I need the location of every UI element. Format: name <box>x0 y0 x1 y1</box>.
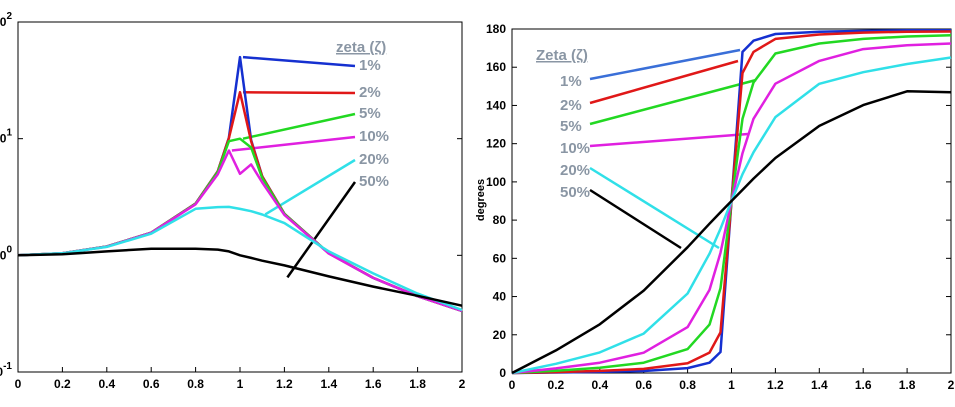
magnitude-legend-label-20: 20% <box>359 151 389 168</box>
magnitude-legend-label-1: 1% <box>359 57 381 74</box>
phase-y-tick-label: 80 <box>493 213 507 227</box>
magnitude-y-tick-label: 10-1 <box>0 361 12 379</box>
phase-x-tick-label: 0 <box>509 378 516 392</box>
phase-chart: 0 20 40 60 80 100 120 140 160 180 0 0.2 0.4 0.6 0.8 1 1… <box>475 22 955 392</box>
phase-x-tick-label: 0.8 <box>679 378 696 392</box>
phase-y-tick-label: 0 <box>499 366 506 380</box>
phase-y-tick-label: 160 <box>486 60 506 74</box>
phase-x-ticks: 0 0.2 0.4 0.6 0.8 1 1.2 1.4 1.6 1.8 2 <box>509 368 955 392</box>
phase-legend-label-10: 10% <box>560 140 590 157</box>
magnitude-legend-label-50: 50% <box>359 173 389 190</box>
phase-x-tick-label: 1.2 <box>767 378 784 392</box>
magnitude-y-tick-label: 100 <box>0 244 12 262</box>
phase-y-axis-label: degrees <box>475 179 487 221</box>
phase-legend-title: Zeta (ζ) <box>536 47 588 64</box>
phase-y-tick-label: 180 <box>486 22 506 36</box>
magnitude-x-tick-label: 0 <box>15 377 22 391</box>
magnitude-x-tick-label: 0.4 <box>98 377 115 391</box>
phase-y-tick-label: 60 <box>493 251 507 265</box>
magnitude-y-tick-base: 10 <box>0 132 7 146</box>
magnitude-x-tick-label: 1 <box>237 377 244 391</box>
phase-legend-label-2: 2% <box>560 97 582 114</box>
magnitude-x-tick-label: 2 <box>459 377 466 391</box>
magnitude-legend-label-2: 2% <box>359 84 381 101</box>
phase-legend-label-20: 20% <box>560 162 590 179</box>
magnitude-legend-leader-5 <box>242 112 356 140</box>
magnitude-y-tick-base: 10 <box>0 15 7 29</box>
phase-x-tick-label: 1.6 <box>855 378 872 392</box>
magnitude-x-tick-label: 0.2 <box>54 377 71 391</box>
magnitude-x-tick-label: 1.6 <box>365 377 382 391</box>
magnitude-legend-leader-2 <box>242 90 356 95</box>
phase-legend-leader-2 <box>589 59 739 105</box>
magnitude-x-tick-label: 0.6 <box>143 377 160 391</box>
phase-legend-leader-50 <box>589 188 682 250</box>
phase-y-ticks: 0 20 40 60 80 100 120 140 160 180 <box>486 22 951 380</box>
magnitude-x-ticks: 0 0.2 0.4 0.6 0.8 1 1.2 1.4 1.6 1.8 2 <box>15 367 466 391</box>
magnitude-x-tick-label: 0.8 <box>187 377 204 391</box>
magnitude-y-tick-label: 101 <box>0 128 12 146</box>
magnitude-y-tick-label: 102 <box>0 11 12 29</box>
phase-legend-leader-5 <box>589 78 757 126</box>
phase-legend: 1% 2% 5% 10% 20% 50% <box>560 73 590 201</box>
magnitude-legend-label-10: 10% <box>359 128 389 145</box>
magnitude-y-tick-exponent: 1 <box>6 128 12 139</box>
phase-y-tick-label: 140 <box>486 98 506 112</box>
phase-legend-leader-10 <box>589 132 749 148</box>
magnitude-series-lines <box>17 55 463 313</box>
phase-y-tick-label: 40 <box>493 290 507 304</box>
phase-legend-label-5: 5% <box>560 118 582 135</box>
phase-x-tick-label: 0.4 <box>591 378 608 392</box>
phase-y-tick-label: 100 <box>486 175 506 189</box>
magnitude-legend-leader-50 <box>286 181 357 279</box>
phase-x-tick-label: 1 <box>728 378 735 392</box>
magnitude-series-50 <box>17 247 463 307</box>
magnitude-legend-title: zeta (ζ) <box>336 39 386 56</box>
magnitude-y-tick-exponent: 0 <box>6 244 12 255</box>
magnitude-y-tick-base: 10 <box>0 248 7 262</box>
magnitude-legend: 1% 2% 5% 10% 20% 50% <box>359 57 389 190</box>
magnitude-series-20 <box>17 205 463 312</box>
magnitude-x-tick-label: 1.8 <box>409 377 426 391</box>
phase-x-tick-label: 2 <box>948 378 955 392</box>
phase-y-tick-label: 120 <box>486 137 506 151</box>
magnitude-y-ticks: 10-1100101102 <box>0 11 462 379</box>
magnitude-legend-leader-1 <box>242 55 356 68</box>
magnitude-plot-frame <box>17 21 463 373</box>
phase-legend-leaders <box>589 48 757 250</box>
phase-x-tick-label: 1.4 <box>811 378 828 392</box>
phase-legend-leader-1 <box>589 48 741 81</box>
phase-y-tick-label: 20 <box>493 328 507 342</box>
magnitude-x-tick-label: 1.4 <box>320 377 337 391</box>
phase-x-tick-label: 0.6 <box>635 378 652 392</box>
phase-x-tick-label: 0.2 <box>548 378 565 392</box>
phase-series-lines <box>511 29 952 375</box>
magnitude-y-tick-exponent: -1 <box>3 361 12 372</box>
magnitude-chart: 10-1100101102 00.20.40.60.811.21.41.61.8… <box>0 11 466 391</box>
magnitude-y-tick-base: 10 <box>0 365 3 379</box>
magnitude-y-tick-exponent: 2 <box>6 11 12 22</box>
phase-legend-label-50: 50% <box>560 184 590 201</box>
phase-legend-leader-20 <box>589 166 720 250</box>
phase-series-50 <box>511 90 952 375</box>
magnitude-x-tick-label: 1.2 <box>276 377 293 391</box>
phase-x-tick-label: 1.8 <box>899 378 916 392</box>
magnitude-legend-label-5: 5% <box>359 105 381 122</box>
phase-legend-label-1: 1% <box>560 73 582 90</box>
